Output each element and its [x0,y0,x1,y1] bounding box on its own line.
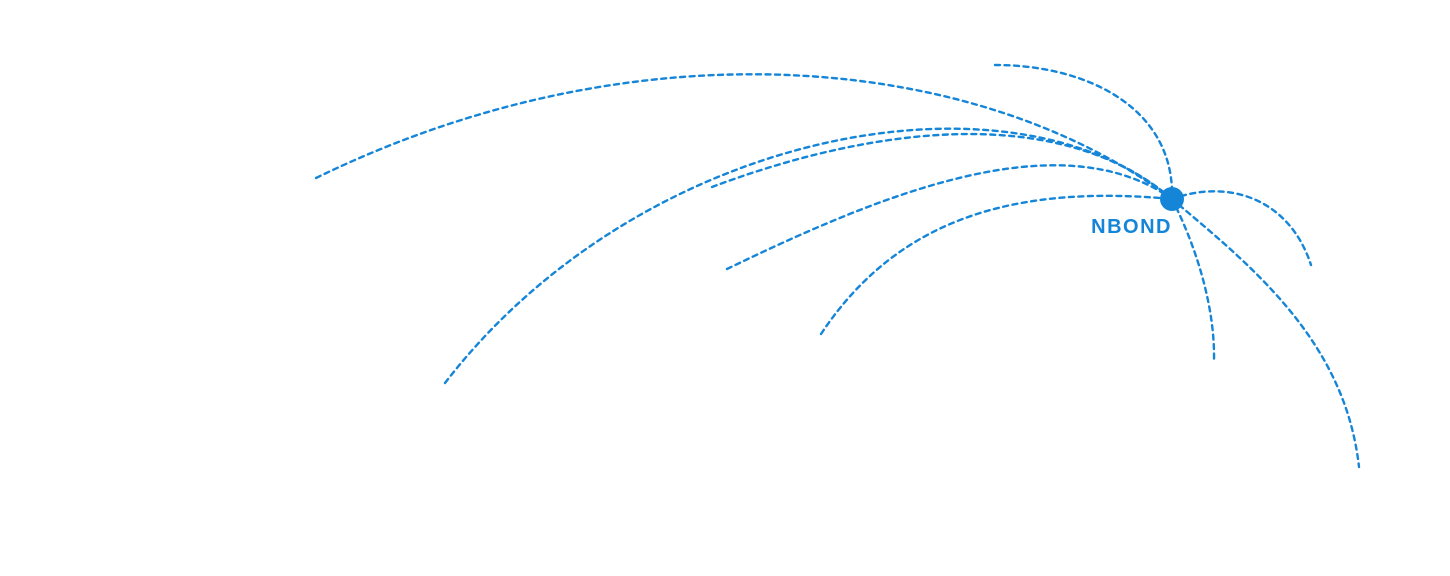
edge-west-mid [725,164,1174,271]
edge-north [993,63,1174,201]
edge-south [1170,197,1216,362]
edge-west-long [314,73,1174,201]
node-nbond-label: NBOND [1091,216,1172,238]
edge-east [1170,190,1313,267]
edge-southwest-long [443,127,1174,385]
edge-southeast-long [1170,197,1361,469]
edge-group [314,63,1361,469]
edge-west-mid-upper [710,132,1174,201]
edge-west-short [819,194,1174,336]
node-nbond[interactable] [1160,187,1184,211]
